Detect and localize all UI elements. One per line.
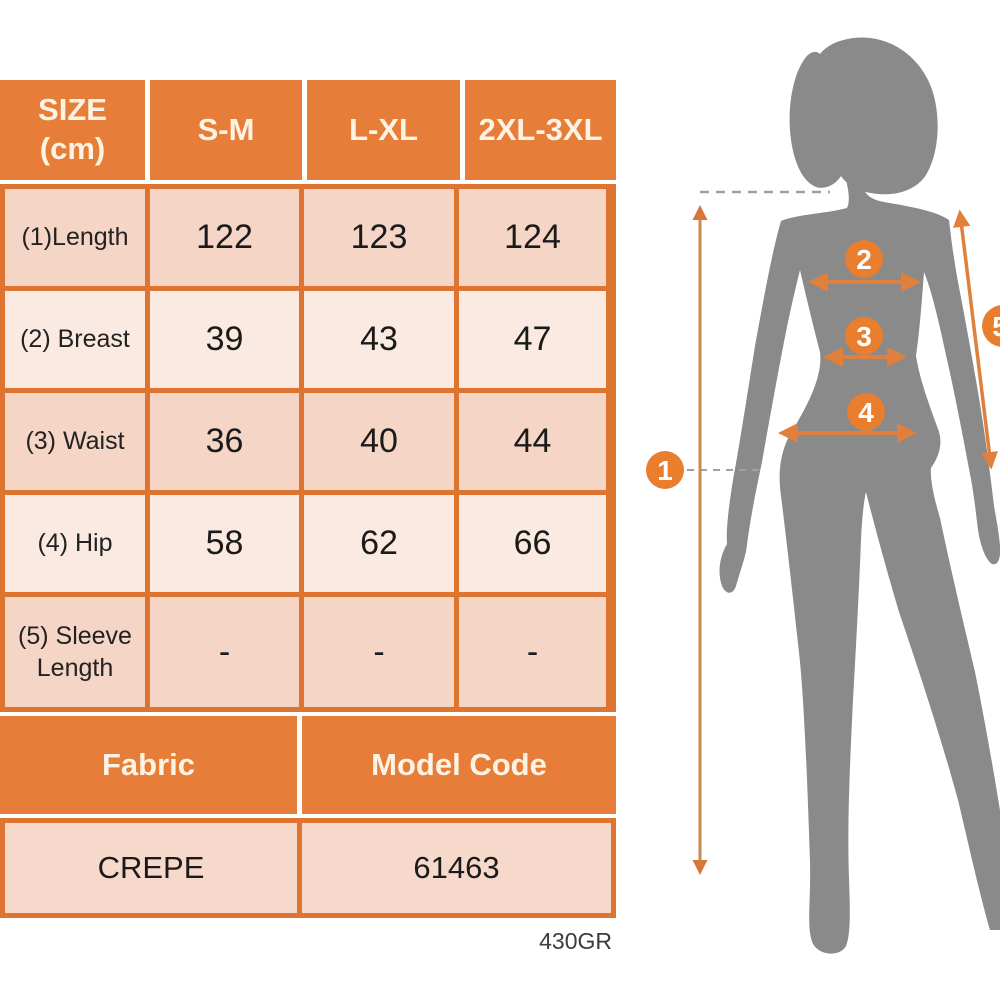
- measurement-value: 122: [150, 189, 299, 286]
- measurement-value: -: [304, 597, 454, 707]
- size-column-header-lxl: L-XL: [307, 80, 460, 180]
- badge-4: 4: [847, 393, 885, 431]
- badge-3: 3: [845, 317, 883, 355]
- size-column-header-sm: S-M: [150, 80, 302, 180]
- info-body: CREPE 61463: [0, 818, 616, 918]
- measurement-value: 123: [304, 189, 454, 286]
- corner-header-line1: SIZE: [38, 92, 107, 128]
- svg-text:5: 5: [992, 311, 1000, 342]
- size-column-header-2xl3xl: 2XL-3XL: [465, 80, 616, 180]
- measurement-value: 66: [459, 495, 606, 592]
- measurement-value: 58: [150, 495, 299, 592]
- row-label: (2) Breast: [5, 291, 145, 388]
- size-table-body: (1)Length 122 123 124 (2) Breast 39 43 4…: [0, 184, 616, 712]
- woman-silhouette-body: [719, 180, 1000, 954]
- row-label: (3) Waist: [5, 393, 145, 490]
- measurement-value: 124: [459, 189, 606, 286]
- table-row-length: (1)Length 122 123 124: [5, 189, 611, 286]
- svg-text:2: 2: [856, 244, 872, 275]
- measurement-value: -: [459, 597, 606, 707]
- measurement-value: 47: [459, 291, 606, 388]
- measurement-value: 40: [304, 393, 454, 490]
- table-row-sleeve-length: (5) Sleeve Length - - -: [5, 597, 611, 707]
- measurement-value: 39: [150, 291, 299, 388]
- badge-2: 2: [845, 240, 883, 278]
- measurement-diagram: 1 2 3 4 5: [646, 37, 1000, 954]
- table-row-waist: (3) Waist 36 40 44: [5, 393, 611, 490]
- measurement-value: 43: [304, 291, 454, 388]
- row-label: (5) Sleeve Length: [5, 597, 145, 707]
- weight-footnote: 430GR: [539, 928, 612, 954]
- measurement-value: -: [150, 597, 299, 707]
- badge-5: 5: [982, 305, 1000, 347]
- measurement-value: 36: [150, 393, 299, 490]
- model-code-value: 61463: [302, 823, 611, 913]
- size-table: SIZE (cm) S-M L-XL 2XL-3XL (1)Length 122…: [0, 80, 616, 918]
- fabric-header: Fabric: [0, 716, 297, 814]
- corner-header-cell: SIZE (cm): [0, 80, 145, 180]
- measurement-value: 44: [459, 393, 606, 490]
- model-code-header: Model Code: [302, 716, 616, 814]
- row-label: (4) Hip: [5, 495, 145, 592]
- woman-silhouette-head: [789, 37, 938, 195]
- table-row-hip: (4) Hip 58 62 66: [5, 495, 611, 592]
- info-value-row: CREPE 61463: [5, 823, 611, 913]
- info-header-row: Fabric Model Code: [0, 716, 616, 814]
- fabric-value: CREPE: [5, 823, 297, 913]
- svg-text:3: 3: [856, 321, 872, 352]
- table-row-breast: (2) Breast 39 43 47: [5, 291, 611, 388]
- badge-1: 1: [646, 451, 684, 489]
- corner-header-line2: (cm): [39, 131, 106, 166]
- sleeve-arrow: [953, 209, 998, 470]
- size-table-header-row: SIZE (cm) S-M L-XL 2XL-3XL: [0, 80, 616, 180]
- measurement-value: 62: [304, 495, 454, 592]
- svg-text:4: 4: [858, 397, 874, 428]
- row-label: (1)Length: [5, 189, 145, 286]
- svg-text:1: 1: [657, 455, 673, 486]
